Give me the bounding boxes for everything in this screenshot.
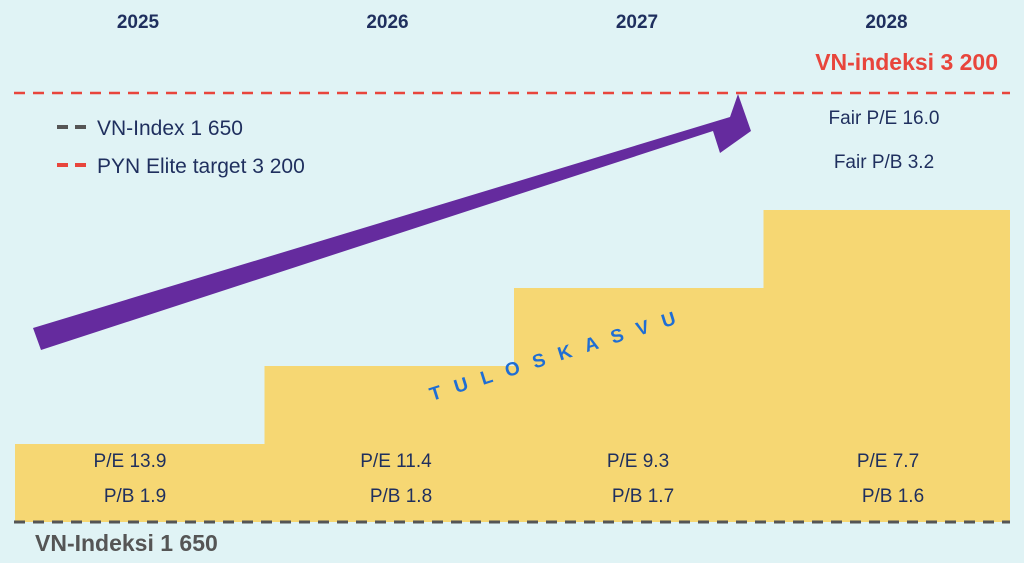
- year-label-2025: 2025: [117, 12, 160, 33]
- bar-2028: [763, 210, 1010, 522]
- pb-label-2027: P/B 1.7: [612, 486, 674, 507]
- bar-2026: [264, 366, 515, 522]
- base-label: VN-Indeksi 1 650: [35, 530, 218, 556]
- year-label-2027: 2027: [616, 12, 658, 33]
- pb-label-2026: P/B 1.8: [370, 486, 432, 507]
- legend: VN-Index 1 650 PYN Elite target 3 200: [57, 117, 305, 178]
- fair-pb-label: Fair P/B 3.2: [834, 152, 934, 173]
- pb-label-2025: P/B 1.9: [104, 486, 166, 507]
- pb-label-2028: P/B 1.6: [862, 486, 924, 507]
- target-label: VN-indeksi 3 200: [815, 49, 998, 75]
- pe-label-2026: P/E 11.4: [360, 451, 432, 472]
- legend-item-target: PYN Elite target 3 200: [97, 155, 305, 178]
- fair-pe-label: Fair P/E 16.0: [829, 108, 940, 129]
- growth-arrow: [33, 94, 751, 350]
- year-label-2028: 2028: [865, 12, 907, 33]
- year-label-2026: 2026: [366, 12, 408, 33]
- legend-item-base: VN-Index 1 650: [97, 117, 243, 140]
- bar-2027: [514, 288, 765, 522]
- pe-label-2027: P/E 9.3: [607, 451, 669, 472]
- bar-2025: [15, 444, 266, 522]
- pe-label-2025: P/E 13.9: [94, 451, 167, 472]
- pe-label-2028: P/E 7.7: [857, 451, 919, 472]
